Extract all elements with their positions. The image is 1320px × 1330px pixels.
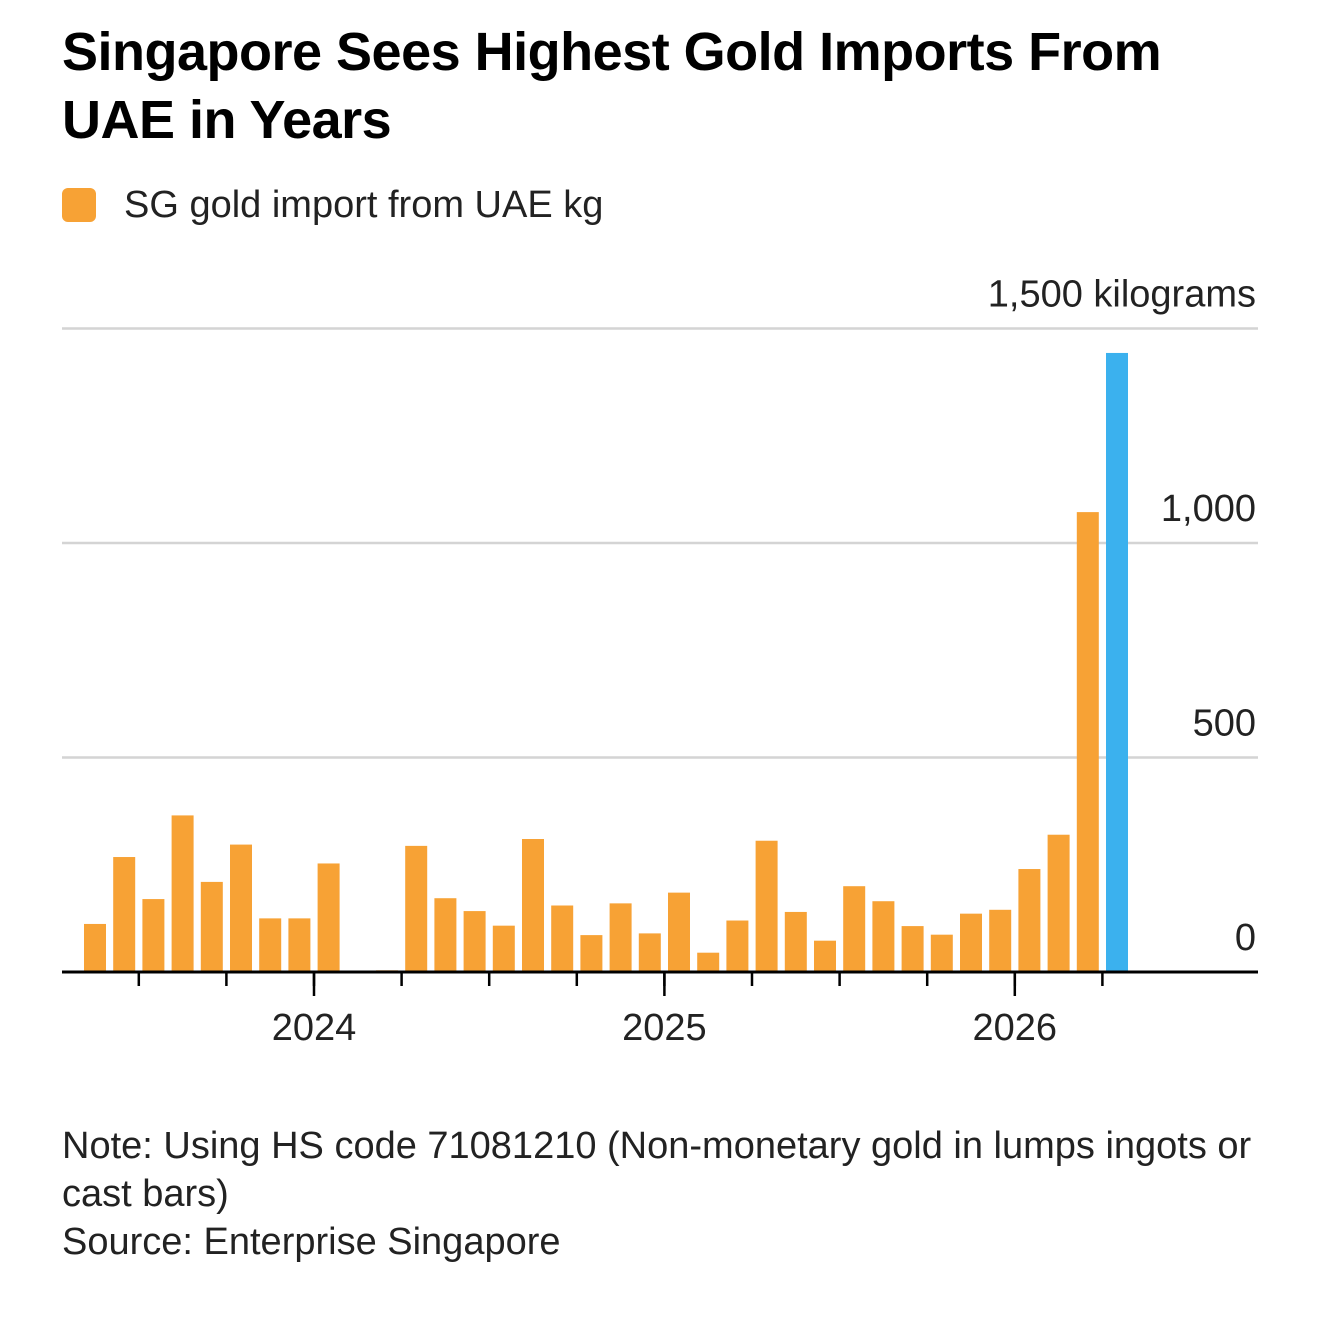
legend-label: SG gold import from UAE kg [124, 183, 604, 226]
bar [405, 845, 428, 972]
bar [901, 926, 924, 972]
y-tick-label: 500 [1193, 703, 1256, 745]
x-tick-label: 2025 [622, 1007, 707, 1049]
bar [463, 911, 486, 972]
bar [726, 920, 749, 972]
y-tick-label: 0 [1235, 917, 1256, 959]
grid-lines [62, 327, 1258, 759]
bar [84, 923, 106, 972]
bar [230, 844, 252, 972]
bar [784, 911, 807, 972]
note-text: Note: Using HS code 71081210 (Non-moneta… [62, 1125, 1252, 1215]
legend: SG gold import from UAE kg [62, 180, 603, 230]
bar [171, 815, 194, 972]
bar [668, 892, 690, 972]
bar [697, 952, 720, 972]
bar-latest [1106, 352, 1128, 972]
bar [113, 857, 136, 972]
chart-title: Singapore Sees Highest Gold Imports From… [62, 22, 1162, 150]
bar [551, 905, 574, 972]
bar [1047, 834, 1070, 972]
bar [755, 840, 778, 972]
bar [1076, 512, 1099, 972]
bar [872, 901, 895, 972]
bars [84, 352, 1128, 972]
bar [843, 886, 866, 972]
bar [638, 933, 661, 972]
bar [434, 898, 457, 972]
footnotes: Note: Using HS code 71081210 (Non-moneta… [62, 1122, 1262, 1266]
x-tick-label: 2026 [973, 1007, 1058, 1049]
source-text: Source: Enterprise Singapore [62, 1221, 561, 1263]
y-tick-label: 1,000 [1161, 488, 1256, 530]
bar [580, 935, 603, 972]
bar [142, 899, 165, 972]
y-tick-label: 1,500 kilograms [988, 274, 1256, 316]
bar [288, 918, 311, 972]
bar [259, 918, 282, 972]
bar [814, 940, 836, 972]
bar [1018, 869, 1041, 972]
bar [609, 903, 632, 972]
bar-chart: 0 500 1,000 1,500 kilograms 2024 2025 2026 [62, 274, 1258, 1050]
tick-labels: 0 500 1,000 1,500 kilograms 2024 2025 2026 [272, 274, 1256, 1050]
bar [960, 913, 982, 972]
x-tick-label: 2024 [272, 1007, 357, 1049]
bar [522, 839, 544, 972]
bar [200, 881, 223, 972]
bar [930, 934, 953, 972]
bar [317, 863, 340, 972]
bar [492, 925, 515, 972]
x-axis [62, 970, 1258, 996]
legend-swatch [62, 188, 96, 222]
bar [989, 909, 1012, 972]
